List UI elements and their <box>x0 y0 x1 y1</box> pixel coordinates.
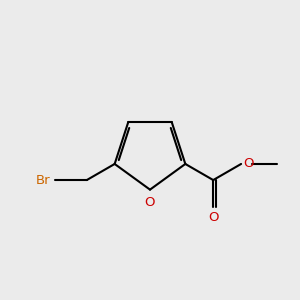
Text: O: O <box>208 211 218 224</box>
Text: O: O <box>145 196 155 209</box>
Text: Br: Br <box>36 174 51 187</box>
Text: O: O <box>244 158 254 170</box>
